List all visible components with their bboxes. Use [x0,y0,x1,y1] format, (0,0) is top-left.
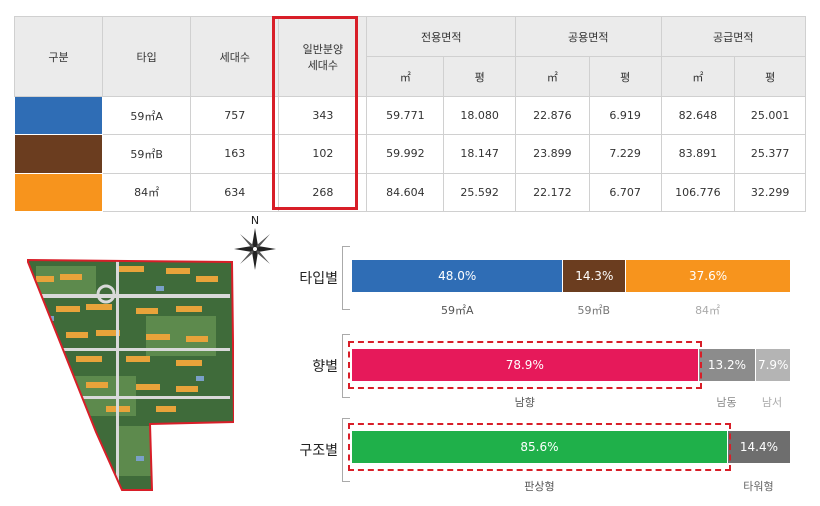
color-swatch [13,95,104,136]
stacked-bar-type: 48.0% 14.3% 37.6% [352,260,790,292]
cell-supply-sqm: 82.648 [660,95,736,136]
stacked-bar-orientation: 78.9% 13.2% 7.9% [352,349,790,381]
cell-supply-pyeong: 25.001 [734,95,806,136]
header-exclusive-area: 전용면적 [366,16,516,57]
cell-exclusive-pyeong: 18.080 [443,95,516,136]
compass: N [232,214,278,270]
highlight-dashed-box [348,423,731,471]
header-sqm: ㎡ [366,56,445,97]
header-sqm: ㎡ [660,56,736,97]
cell-type: 59㎡A [102,95,192,136]
category-label: 판상형 [524,480,555,493]
header-pyeong: 평 [734,56,806,97]
color-swatch [13,134,104,174]
cell-common-sqm: 22.876 [515,95,590,136]
cell-common-pyeong: 6.707 [588,172,662,213]
color-swatch [13,172,104,213]
header-supply-area: 공급면적 [660,16,806,57]
cell-exclusive-sqm: 84.604 [366,172,445,213]
chart-title-type: 타입별 [299,271,338,287]
table-row: 84㎡ 634 268 84.604 25.592 22.172 6.707 1… [13,172,806,213]
site-plan-aerial-map [27,258,234,491]
header-division: 구분 [13,16,104,97]
cell-general-sale: 268 [278,172,368,213]
bar-segment-59b: 14.3% [562,260,626,292]
cell-supply-pyeong: 32.299 [734,172,806,213]
header-general-sale: 일반분양 세대수 [278,16,368,97]
bar-segment-southeast: 13.2% [697,349,756,381]
header-general-sale-line1: 일반분양 [302,42,344,56]
cell-type: 59㎡B [102,134,192,174]
bar-segment-south: 78.9% [352,349,698,381]
table-row: 59㎡B 163 102 59.992 18.147 23.899 7.229 … [13,134,806,174]
highlight-dashed-box [348,341,702,389]
header-pyeong: 평 [588,56,662,97]
cell-exclusive-pyeong: 25.592 [443,172,516,213]
category-label: 타워형 [743,480,774,493]
bar-segment-flat: 85.6% [352,431,727,463]
data-label: 48.0% [438,269,477,283]
cell-type: 84㎡ [102,172,192,213]
table-row: 59㎡A 757 343 59.771 18.080 22.876 6.919 … [13,95,806,136]
header-pyeong: 평 [443,56,516,97]
cell-general-sale: 102 [278,134,368,174]
cell-households: 163 [190,134,280,174]
category-label: 남서 [761,396,783,409]
compass-north-label: N [250,214,260,227]
bar-segment-84: 37.6% [625,260,790,292]
data-label: 7.9% [757,358,789,372]
data-label: 14.3% [575,269,614,283]
data-label: 85.6% [520,440,559,454]
compass-rose-icon [234,228,276,270]
header-households: 세대수 [190,16,280,97]
bracket [342,418,350,482]
data-label: 37.6% [689,269,728,283]
category-label: 남동 [716,396,737,409]
header-general-sale-line2: 세대수 [307,58,339,72]
category-label: 59㎡B [577,304,611,317]
cell-common-pyeong: 7.229 [588,134,662,174]
chart-title-orientation: 향별 [312,359,338,375]
cell-general-sale: 343 [278,95,368,136]
cell-common-sqm: 23.899 [515,134,590,174]
stacked-bar-structure: 85.6% 14.4% [352,431,790,463]
category-label: 59㎡A [440,304,474,317]
cell-supply-pyeong: 25.377 [734,134,806,174]
data-label: 14.4% [739,440,779,454]
cell-households: 634 [190,172,280,213]
data-label: 13.2% [707,358,747,372]
bar-segment-59a: 48.0% [352,260,563,292]
data-label: 78.9% [505,358,544,372]
chart-title-structure: 구조별 [299,443,338,459]
cell-common-pyeong: 6.919 [588,95,662,136]
bar-segment-southwest: 7.9% [755,349,790,381]
cell-supply-sqm: 83.891 [660,134,736,174]
bracket [342,334,350,398]
category-label: 남향 [514,396,535,409]
cell-exclusive-sqm: 59.771 [366,95,445,136]
header-type: 타입 [102,16,192,97]
unit-type-table: 구분 타입 세대수 일반분양 세대수 전용면적 공용면적 공급면적 ㎡ 평 ㎡ … [13,16,806,213]
cell-common-sqm: 22.172 [515,172,590,213]
header-common-area: 공용면적 [515,16,662,57]
cell-households: 757 [190,95,280,136]
bar-segment-tower: 14.4% [726,431,790,463]
cell-exclusive-pyeong: 18.147 [443,134,516,174]
bracket [342,246,350,310]
category-label: 84㎡ [695,304,721,317]
cell-exclusive-sqm: 59.992 [366,134,445,174]
cell-supply-sqm: 106.776 [660,172,736,213]
header-sqm: ㎡ [515,56,590,97]
